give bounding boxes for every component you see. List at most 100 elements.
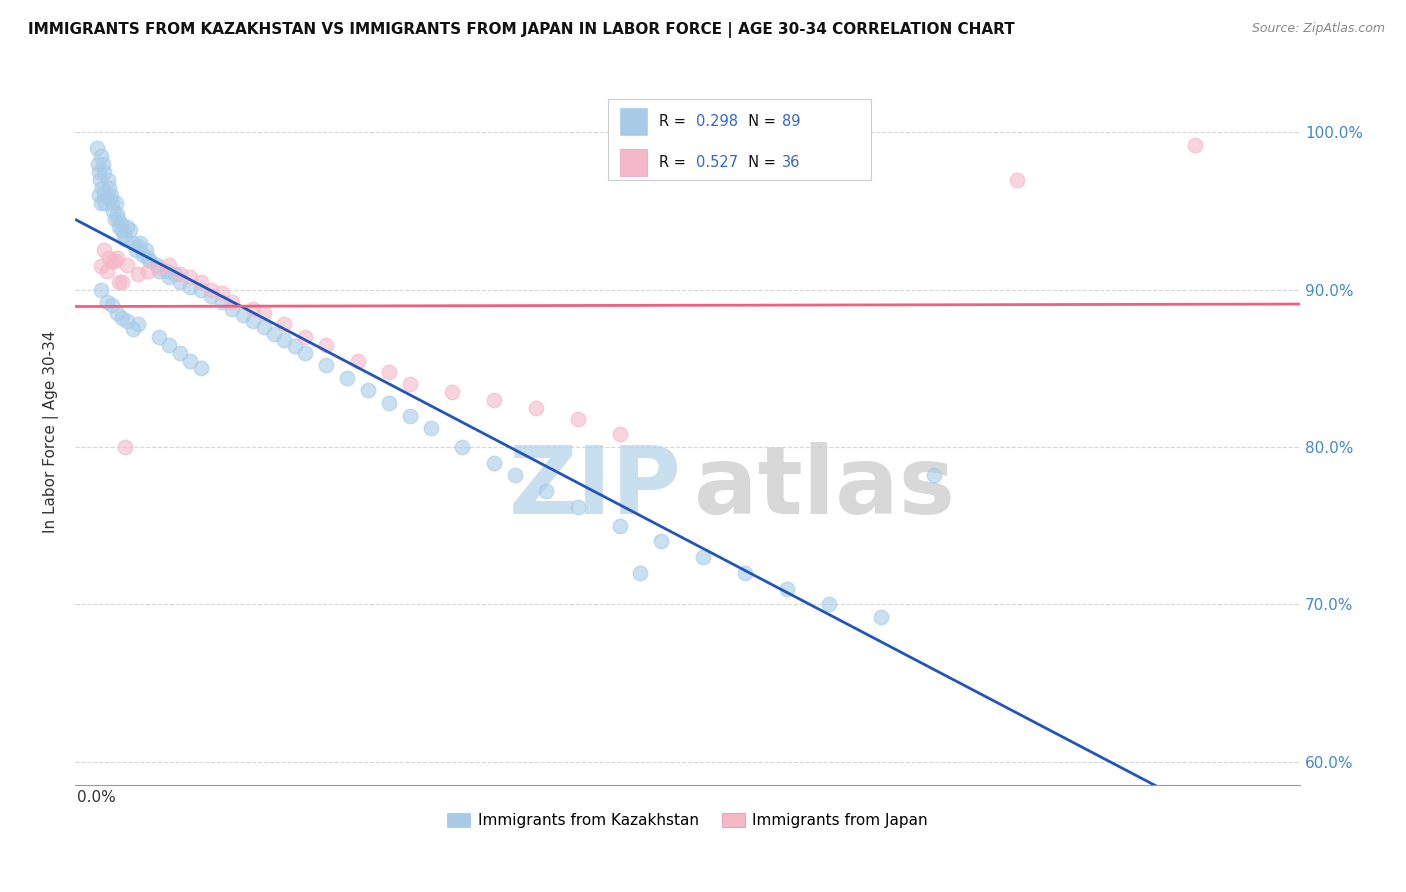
- Point: [96, 295, 118, 310]
- Text: R =: R =: [659, 154, 690, 169]
- Point: [104, 254, 127, 268]
- Point: [650, 534, 672, 549]
- Point: [232, 308, 254, 322]
- Point: [567, 411, 589, 425]
- Point: [138, 264, 160, 278]
- Point: [482, 456, 505, 470]
- Point: [163, 267, 186, 281]
- Point: [315, 358, 337, 372]
- Text: atlas: atlas: [693, 442, 955, 534]
- Bar: [620, 108, 647, 135]
- Point: [135, 244, 157, 258]
- Point: [252, 306, 274, 320]
- Bar: [620, 149, 647, 176]
- Point: [190, 275, 212, 289]
- Point: [93, 157, 115, 171]
- Point: [129, 235, 152, 250]
- Point: [100, 196, 122, 211]
- Point: [440, 384, 463, 399]
- Point: [105, 207, 128, 221]
- Point: [89, 172, 111, 186]
- Point: [108, 275, 131, 289]
- Point: [609, 427, 631, 442]
- Point: [169, 345, 191, 359]
- Text: 0.298: 0.298: [696, 114, 738, 129]
- Point: [93, 165, 115, 179]
- Point: [145, 258, 167, 272]
- Point: [211, 295, 233, 310]
- Point: [420, 421, 443, 435]
- Point: [534, 483, 557, 498]
- Point: [107, 211, 129, 226]
- Point: [284, 339, 307, 353]
- Point: [378, 396, 401, 410]
- Point: [90, 196, 112, 211]
- Point: [111, 275, 134, 289]
- Point: [200, 283, 222, 297]
- Point: [315, 338, 337, 352]
- Point: [252, 320, 274, 334]
- Point: [221, 301, 243, 316]
- Point: [346, 353, 368, 368]
- Point: [105, 252, 128, 266]
- Bar: [607, 99, 872, 180]
- Point: [114, 232, 136, 246]
- Point: [104, 211, 127, 226]
- Text: R =: R =: [659, 114, 690, 129]
- Point: [734, 566, 756, 580]
- Point: [692, 550, 714, 565]
- Point: [97, 252, 120, 266]
- Point: [100, 298, 122, 312]
- Point: [110, 217, 132, 231]
- Point: [138, 252, 160, 266]
- Point: [242, 314, 264, 328]
- Point: [1007, 172, 1029, 186]
- Point: [91, 180, 114, 194]
- Point: [132, 248, 155, 262]
- Point: [156, 264, 179, 278]
- Point: [179, 279, 201, 293]
- Point: [221, 295, 243, 310]
- Point: [114, 440, 136, 454]
- Point: [157, 258, 180, 272]
- Text: N =: N =: [740, 154, 780, 169]
- Point: [451, 440, 474, 454]
- Point: [169, 267, 191, 281]
- Point: [90, 259, 112, 273]
- Point: [96, 188, 118, 202]
- Point: [211, 285, 233, 300]
- Point: [148, 264, 170, 278]
- Point: [190, 361, 212, 376]
- Point: [870, 610, 893, 624]
- Point: [121, 235, 143, 250]
- Point: [100, 254, 122, 268]
- Point: [108, 219, 131, 234]
- Point: [169, 275, 191, 289]
- Point: [399, 377, 422, 392]
- Point: [93, 244, 115, 258]
- Point: [118, 223, 141, 237]
- Point: [96, 172, 118, 186]
- Point: [179, 353, 201, 368]
- Point: [157, 270, 180, 285]
- Point: [127, 267, 149, 281]
- Point: [139, 254, 162, 268]
- Text: 89: 89: [782, 114, 800, 129]
- Point: [93, 188, 115, 202]
- Point: [378, 364, 401, 378]
- Text: 36: 36: [782, 154, 800, 169]
- Point: [111, 223, 134, 237]
- Point: [148, 330, 170, 344]
- Point: [127, 318, 149, 332]
- Point: [609, 518, 631, 533]
- Point: [922, 468, 945, 483]
- Point: [294, 345, 316, 359]
- Point: [263, 326, 285, 341]
- Point: [105, 306, 128, 320]
- Point: [117, 314, 139, 328]
- Point: [100, 188, 122, 202]
- Point: [273, 318, 295, 332]
- Legend: Immigrants from Kazakhstan, Immigrants from Japan: Immigrants from Kazakhstan, Immigrants f…: [441, 806, 934, 834]
- Point: [89, 188, 111, 202]
- Text: N =: N =: [740, 114, 780, 129]
